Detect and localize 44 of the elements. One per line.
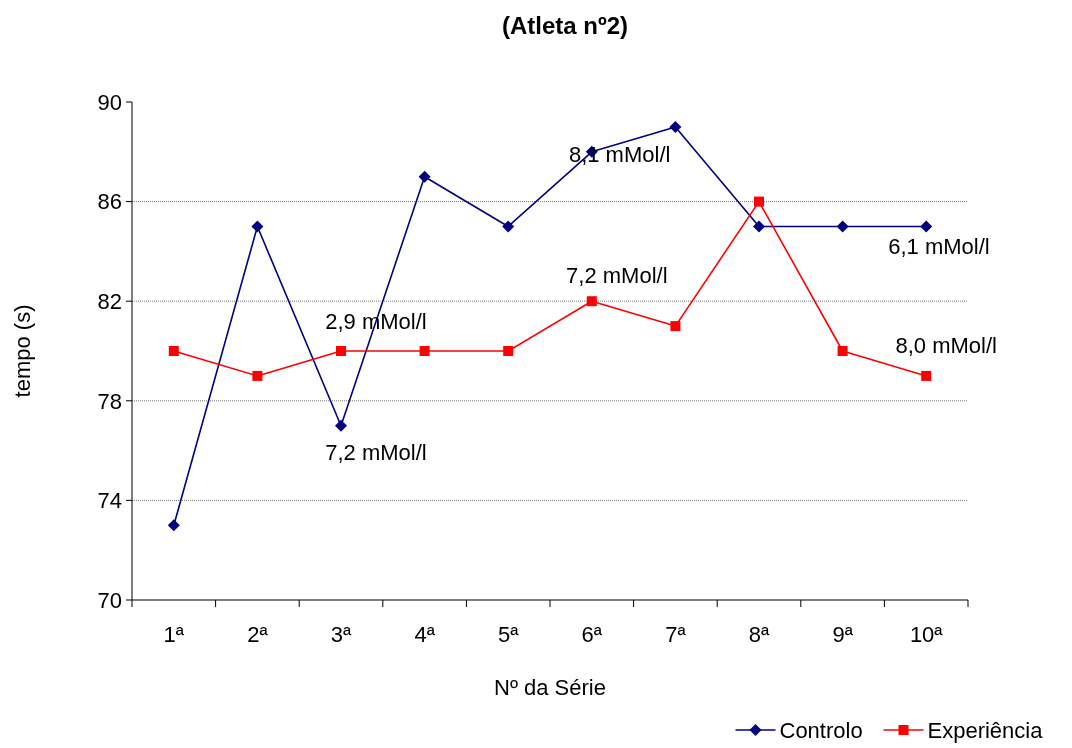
point — [252, 370, 263, 381]
y-tick-label: 70 — [97, 587, 122, 613]
x-tick-label: 4ª — [414, 622, 436, 647]
point — [921, 370, 932, 381]
point — [503, 346, 514, 356]
point — [753, 220, 765, 233]
point — [336, 346, 346, 356]
point — [836, 220, 849, 233]
x-tick-label: 8ª — [748, 622, 771, 647]
legend-label: Experiência — [927, 718, 1044, 743]
point — [502, 220, 515, 233]
point — [586, 296, 597, 307]
point — [669, 120, 682, 133]
chart-title: (Atleta nº2) — [501, 12, 629, 39]
point — [168, 346, 179, 356]
x-tick-label: 5ª — [498, 622, 520, 647]
x-tick-label: 10ª — [909, 622, 944, 647]
point — [167, 519, 180, 532]
point — [418, 170, 431, 183]
annotation: 8,0 mMol/l — [895, 332, 997, 358]
y-tick-label: 86 — [97, 189, 122, 215]
x-axis-title: Nº da Série — [494, 675, 606, 700]
annotation: 7,2 mMol/l — [325, 439, 427, 465]
x-tick-label: 6ª — [581, 622, 603, 647]
x-tick-label: 3ª — [330, 622, 353, 647]
point — [419, 346, 430, 356]
x-tick-label: 2ª — [247, 622, 269, 647]
annotation: 6,1 mMol/l — [888, 233, 990, 259]
x-tick-label: 9ª — [832, 622, 854, 647]
annotation: 7,2 mMol/l — [566, 263, 668, 289]
point — [335, 419, 347, 432]
y-tick-label: 78 — [97, 388, 122, 414]
point — [251, 220, 264, 233]
y-tick-label: 90 — [97, 89, 122, 115]
x-tick-label: 1ª — [163, 622, 185, 647]
legend-label: Controlo — [779, 718, 863, 743]
y-tick-label: 82 — [97, 288, 122, 314]
point — [670, 321, 681, 332]
x-tick-label: 7ª — [665, 622, 687, 647]
y-axis-title: tempo (s) — [10, 304, 35, 398]
point — [837, 346, 848, 356]
point — [754, 196, 764, 207]
y-tick-label: 74 — [97, 488, 122, 514]
point — [920, 220, 933, 233]
